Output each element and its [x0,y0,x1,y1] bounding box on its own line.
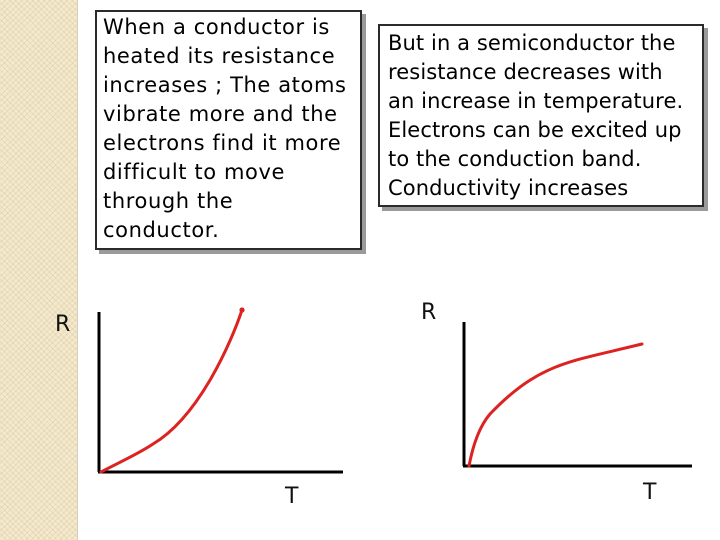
conductor-curve-end-dot [239,307,245,313]
side-strip-edge [77,0,78,540]
decorative-side-strip [0,0,77,540]
semiconductor-x-axis-label: T [643,480,657,505]
semiconductor-resistance-curve [467,342,644,468]
conductor-y-axis-label: R [55,312,71,337]
semiconductor-y-axis-label: R [421,300,437,325]
semiconductor-graph [462,322,692,468]
conductor-text-box: When a conductor is heated its resistanc… [95,10,362,250]
conductor-x-axis-label: T [285,484,299,509]
conductor-resistance-curve [99,308,244,474]
semiconductor-text-box: But in a semiconductor the resistance de… [378,24,704,207]
conductor-graph [97,307,343,474]
